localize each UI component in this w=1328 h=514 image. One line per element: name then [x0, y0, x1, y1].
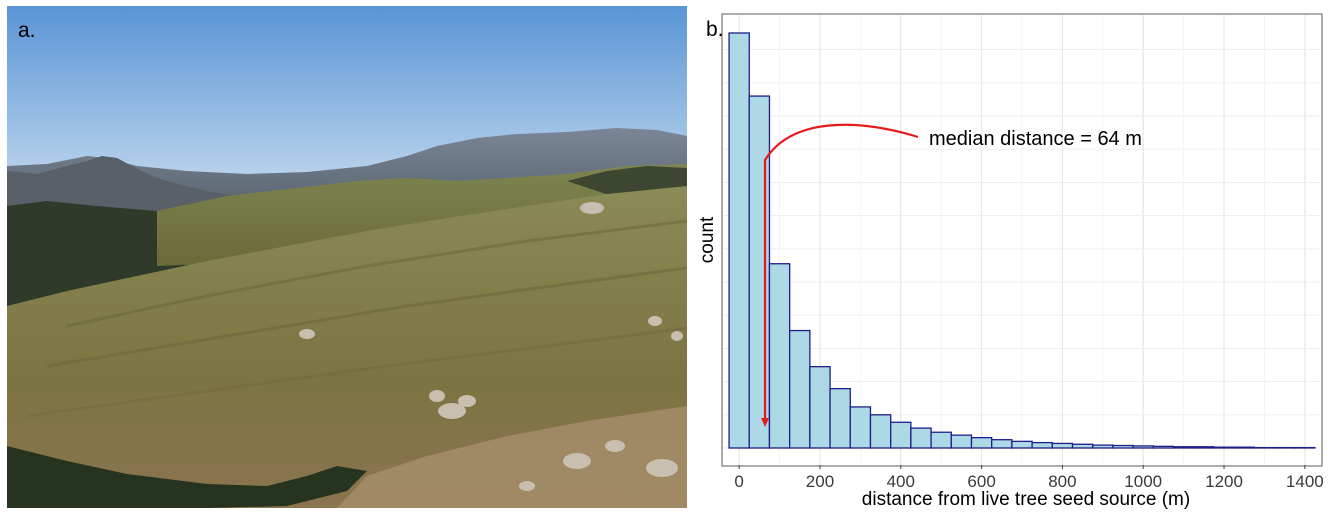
- histogram-bar: [1213, 446, 1235, 449]
- x-tick-label: 800: [1048, 472, 1076, 491]
- histogram-bar: [728, 32, 750, 449]
- x-tick-label: 0: [734, 472, 743, 491]
- histogram-bar: [1172, 446, 1195, 449]
- histogram-bar: [1112, 444, 1134, 449]
- histogram-bar: [910, 427, 932, 449]
- x-tick-label: 600: [967, 472, 995, 491]
- histogram-chart: median distance = 64 m 0 200 400 600 800 1000…: [697, 13, 1324, 510]
- x-tick-label: 200: [806, 472, 834, 491]
- histogram-bar: [1031, 441, 1053, 449]
- histogram-bar: [890, 421, 912, 449]
- median-annotation-label: median distance = 64 m: [929, 128, 1142, 150]
- histogram-bar: [789, 329, 811, 449]
- median-arrow-line: [763, 123, 919, 420]
- histogram-bar: [1233, 446, 1255, 449]
- histogram-bar: [1071, 443, 1094, 449]
- lower-forest: [7, 446, 367, 508]
- median-annotation: median distance = 64 m: [761, 123, 1142, 427]
- slope-band: [26, 326, 687, 418]
- histogram-bar: [809, 366, 831, 449]
- histogram-bar: [991, 439, 1013, 449]
- x-tick-label: 1000: [1124, 472, 1162, 491]
- histogram-bar: [1132, 445, 1154, 449]
- x-axis-title: distance from live tree seed source (m): [862, 489, 1190, 510]
- histogram-bar: [768, 263, 791, 449]
- landscape-photo: [7, 6, 687, 508]
- histogram-bar: [748, 95, 771, 449]
- histogram-bar: [1011, 440, 1033, 449]
- slope-band: [46, 266, 687, 368]
- histogram-bar: [1092, 444, 1114, 449]
- histogram-bar: [950, 434, 973, 449]
- boulders: [299, 202, 683, 491]
- histogram-bar: [930, 431, 952, 449]
- x-tick-label: 1200: [1205, 472, 1243, 491]
- histogram-bar: [1051, 442, 1074, 449]
- x-tick-label: 400: [887, 472, 915, 491]
- histogram-bar: [1193, 446, 1215, 449]
- rocky-slope: [337, 406, 687, 508]
- y-axis-title: count: [697, 216, 718, 263]
- histogram-bar: [869, 414, 892, 449]
- median-arrow-head: [761, 418, 770, 427]
- histogram-panel: median distance = 64 m 0 200 400 600 800 1000…: [696, 0, 1328, 514]
- panel-label-a: a.: [18, 19, 36, 42]
- histogram-bar: [829, 388, 851, 449]
- x-axis-ticks: 0 200 400 600 800 1000 1200 1400: [734, 465, 1324, 491]
- x-tick-label: 1400: [1286, 472, 1324, 491]
- panel-label-b: b.: [706, 18, 724, 41]
- landscape-illustration: [7, 6, 687, 508]
- slope-band: [66, 219, 687, 328]
- histogram-bar: [849, 406, 872, 449]
- main-slope: [7, 186, 687, 508]
- histogram-bar: [970, 436, 993, 449]
- histogram-bar: [1152, 445, 1175, 449]
